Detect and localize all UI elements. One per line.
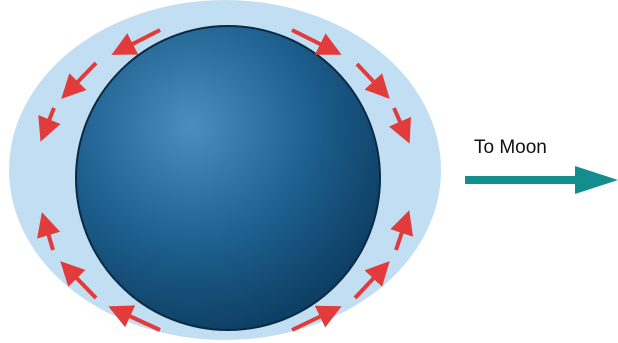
flow-arrow-top-left-1 bbox=[111, 28, 161, 55]
flow-arrow-top-left-3 bbox=[38, 107, 61, 142]
flow-arrow-top-right-1 bbox=[291, 28, 342, 55]
flow-arrow-bottom-right-2 bbox=[353, 261, 390, 300]
flow-arrow-top-right-2 bbox=[355, 62, 390, 99]
right-arrow-icon bbox=[465, 166, 618, 194]
flow-arrow-bottom-right-3 bbox=[390, 210, 414, 251]
flow-arrow-bottom-left-3 bbox=[37, 212, 61, 251]
flow-arrow-bottom-right-1 bbox=[291, 305, 342, 332]
flow-arrow-top-left-2 bbox=[61, 61, 98, 99]
flow-arrow-bottom-left-2 bbox=[60, 261, 98, 300]
to-moon-label: To Moon bbox=[474, 137, 547, 158]
flow-arrow-bottom-left-1 bbox=[108, 305, 161, 332]
flow-arrow-top-right-3 bbox=[388, 107, 411, 144]
flow-arrows bbox=[37, 28, 414, 332]
earth-sphere bbox=[75, 25, 381, 331]
